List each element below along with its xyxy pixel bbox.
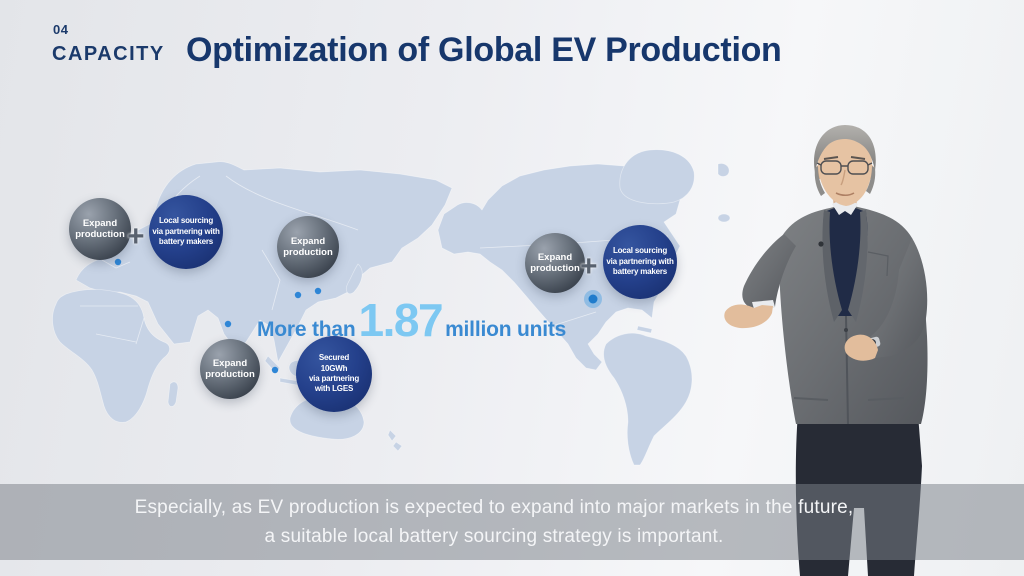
badge-lges: Secured 10GWh via partnering with LGES — [296, 336, 372, 412]
headline: More than 1.87 million units — [257, 293, 566, 347]
continent-south-america — [603, 332, 693, 466]
marker-indonesia-icon — [271, 366, 279, 374]
hand-extended — [724, 304, 773, 329]
plus-icon-na: + — [580, 250, 598, 283]
arm-extended-sleeve — [742, 234, 796, 309]
glasses — [816, 160, 873, 175]
hair-side-left — [814, 166, 825, 196]
island-greenland-east — [717, 163, 730, 177]
face — [818, 130, 872, 206]
section-label: CAPACITY — [52, 43, 165, 65]
headline-suffix: million units — [445, 318, 567, 341]
arm-side-sleeve — [868, 238, 928, 358]
page-title: Optimization of Global EV Production — [186, 31, 782, 69]
section-number: 04 — [53, 22, 69, 37]
pocket-chest — [867, 251, 889, 277]
mouth — [835, 192, 855, 197]
island-japan — [346, 263, 363, 295]
lapel-left — [822, 210, 842, 322]
jacket-opening — [845, 315, 849, 425]
badge-na-expand: Expand production — [525, 233, 585, 293]
marker-usa-icon — [584, 290, 602, 308]
island-madagascar — [167, 381, 179, 407]
island-java — [279, 377, 299, 386]
headline-value: 1.87 — [358, 294, 444, 346]
jacket-button — [844, 328, 848, 332]
hair-side-right — [866, 166, 876, 194]
badge-india-expand: Expand production — [200, 339, 260, 399]
pocket-flaps — [793, 397, 905, 401]
badge-europe-sourcing: Local sourcing via partnering with batte… — [149, 195, 223, 269]
badge-asia-expand: Expand production — [277, 216, 339, 278]
lapel-right — [848, 210, 868, 322]
island-greenland — [619, 149, 695, 205]
island-iceland — [717, 213, 731, 223]
island-cuba — [636, 325, 653, 334]
continent-africa — [52, 289, 170, 423]
marker-china-icon — [294, 291, 302, 299]
location-markers — [114, 258, 602, 374]
eyebrows — [823, 156, 866, 160]
plus-icon-europe: + — [127, 220, 145, 253]
marker-europe-icon — [114, 258, 122, 266]
lapel-mic — [818, 241, 824, 247]
hand-side — [844, 334, 878, 361]
marker-india-icon — [224, 320, 232, 328]
hair — [814, 125, 876, 172]
island-new-zealand — [387, 429, 403, 452]
nose — [840, 169, 846, 186]
caption-band: Especially, as EV production is expected… — [0, 484, 1024, 560]
marker-korea-icon — [314, 287, 322, 295]
caption-line-2: a suitable local battery sourcing strate… — [264, 526, 724, 547]
caption-line-1: Especially, as EV production is expected… — [134, 497, 854, 518]
headline-prefix: More than — [257, 318, 356, 341]
badge-europe-expand: Expand production — [69, 198, 131, 260]
badge-na-sourcing: Local sourcing via partnering with batte… — [603, 225, 677, 299]
